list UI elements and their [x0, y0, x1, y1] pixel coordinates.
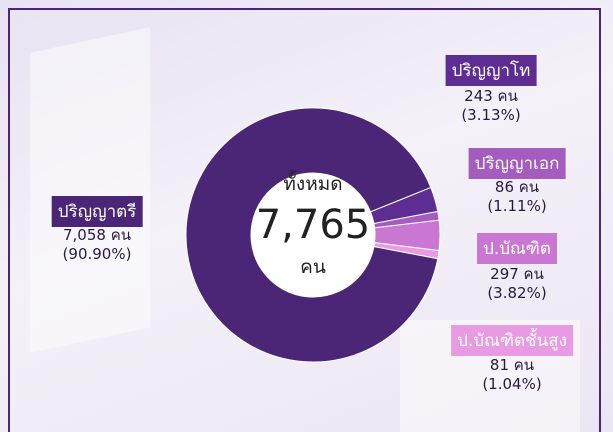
- percent-label: (3.82%): [487, 284, 546, 302]
- value-label: 7,058 คน: [63, 226, 131, 244]
- percent-label: (1.11%): [487, 197, 546, 215]
- category-label: ปริญญาเอก: [469, 148, 566, 179]
- center-unit: คน: [300, 256, 326, 278]
- category-label: ป.บัณฑิต: [477, 233, 557, 264]
- category-label: ปริญญาโท: [446, 55, 537, 86]
- value-label: 81 คน: [490, 356, 534, 374]
- percent-label: (1.04%): [482, 375, 541, 393]
- percent-label: (90.90%): [63, 245, 132, 263]
- value-label: 86 คน: [495, 178, 539, 196]
- category-label: ปริญญาตรี: [52, 196, 143, 227]
- center-title: ทั้งหมด: [283, 170, 342, 195]
- infographic: ทั้งหมด 7,765 คน ปริญญาตรี7,058 คน(90.90…: [0, 0, 613, 432]
- value-label: 297 คน: [490, 265, 544, 283]
- center-total: 7,765: [256, 202, 371, 248]
- percent-label: (3.13%): [461, 106, 520, 124]
- value-label: 243 คน: [464, 87, 518, 105]
- category-label: ป.บัณฑิตชั้นสูง: [451, 325, 573, 356]
